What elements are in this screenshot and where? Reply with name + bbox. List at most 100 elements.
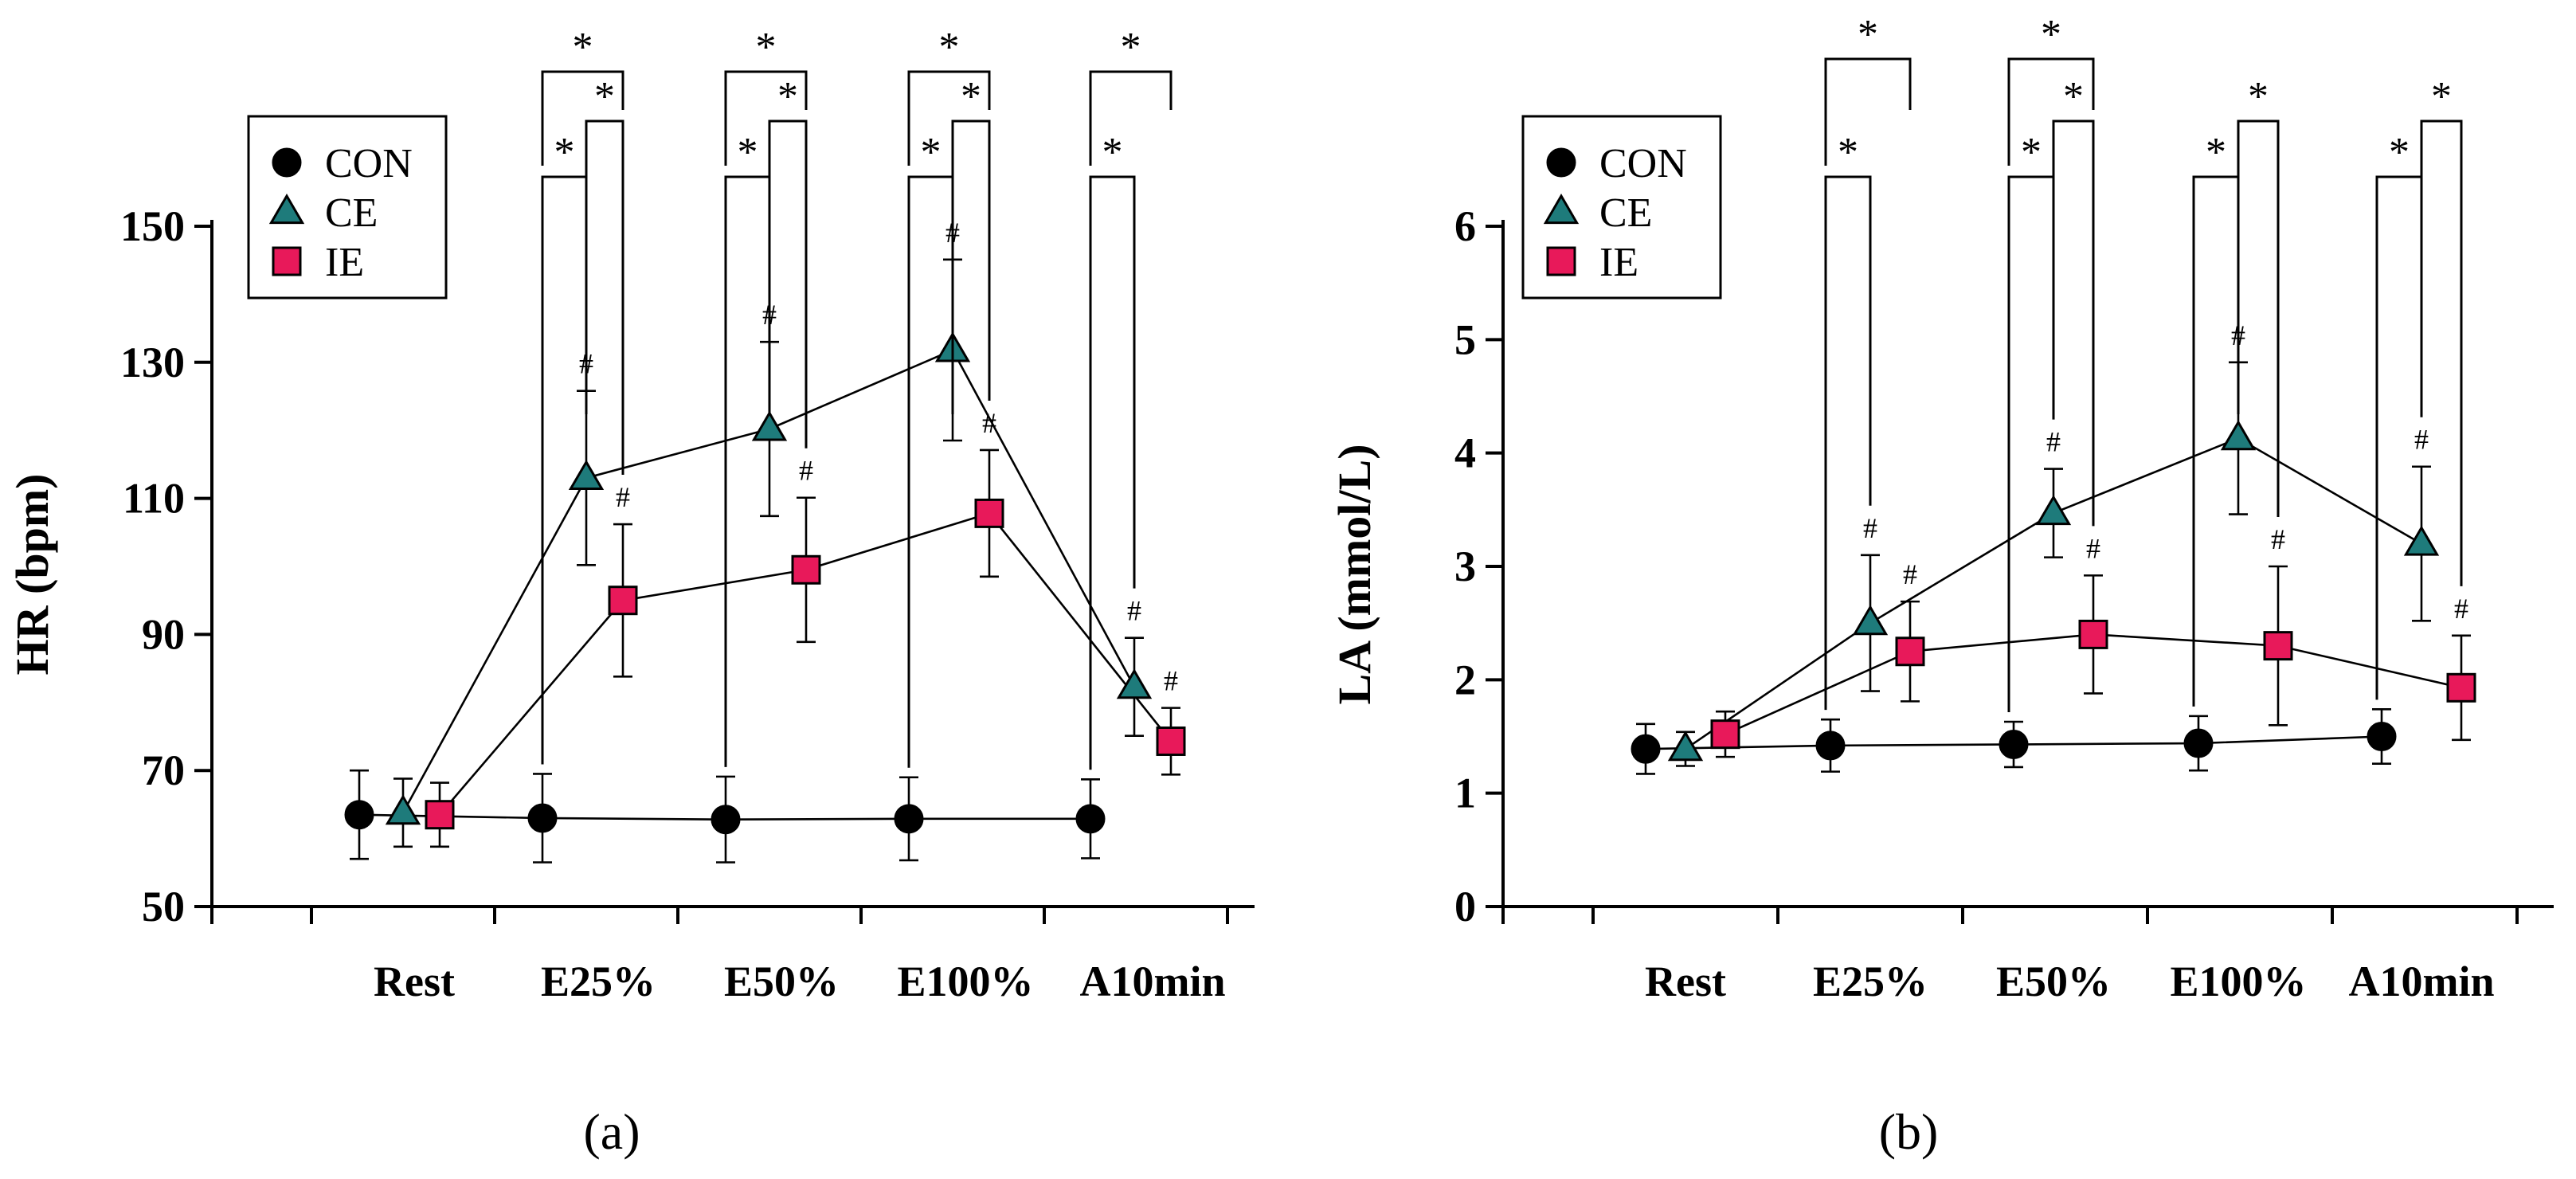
chart-panel-2: 0 1 2 3 4 5 6 Rest E25% E50% E100% A10min LA (mmol/L…: [1329, 12, 2554, 1160]
hash-mark: #: [2414, 424, 2429, 456]
data-point-ie: [2263, 631, 2293, 661]
y-axis-label: HR (bpm): [6, 474, 58, 676]
panel-label: (a): [583, 1103, 640, 1160]
data-point-ie: [1895, 637, 1925, 667]
y-tick-label: 150: [120, 202, 185, 250]
x-tick-label: A10min: [2348, 958, 2494, 1005]
data-point-con: [2367, 722, 2397, 751]
data-point-ce: [751, 410, 788, 441]
data-point-ce: [2035, 495, 2072, 526]
x-tick-label: Rest: [374, 958, 455, 1005]
hash-mark: #: [1903, 558, 1917, 590]
significance-bracket: [2420, 119, 2463, 586]
data-point-con: [344, 800, 374, 830]
x-tick-label: E25%: [1813, 958, 1928, 1005]
y-tick-label: 130: [120, 339, 185, 386]
significance-bracket: [1089, 70, 1173, 166]
x-tick-label: E25%: [541, 958, 656, 1005]
significance-star: *: [756, 25, 777, 70]
significance-bracket: [1824, 175, 1872, 711]
significance-star: *: [777, 74, 798, 119]
x-tick-label: E100%: [897, 958, 1033, 1005]
hash-mark: #: [2086, 532, 2100, 564]
significance-star: *: [738, 130, 758, 175]
x-tick-label: E50%: [1996, 958, 2111, 1005]
significance-bracket: [585, 119, 624, 476]
significance-star: *: [573, 25, 593, 70]
legend-label-con: CON: [325, 141, 413, 186]
significance-star: *: [2063, 74, 2084, 119]
significance-bracket: [907, 70, 991, 166]
data-point-ie: [974, 498, 1004, 528]
data-point-con: [2183, 728, 2214, 758]
y-tick-label: 3: [1454, 542, 1476, 590]
significance-star: *: [1102, 130, 1123, 175]
panel-label: (b): [1879, 1103, 1939, 1160]
significance-star: *: [1838, 130, 1858, 175]
significance-bracket: [724, 70, 808, 166]
hash-mark: #: [2046, 426, 2061, 458]
y-tick-label: 5: [1454, 315, 1476, 363]
significance-star: *: [2431, 74, 2452, 119]
significance-star: *: [1121, 25, 1141, 70]
data-point-ie: [2078, 619, 2108, 649]
significance-star: *: [961, 74, 981, 119]
y-tick-label: 50: [142, 883, 185, 930]
legend-marker-con: [272, 147, 302, 178]
hash-mark: #: [1863, 512, 1877, 544]
data-point-con: [1631, 734, 1661, 764]
significance-star: *: [554, 130, 575, 175]
legend-label-ce: CE: [1599, 190, 1652, 236]
y-tick-label: 4: [1454, 429, 1476, 477]
significance-bracket: [2007, 57, 2095, 166]
significance-star: *: [2389, 130, 2410, 175]
legend-marker-ce: [1543, 193, 1580, 225]
y-tick-label: 90: [142, 610, 185, 658]
legend-marker-ie: [272, 246, 302, 276]
significance-star: *: [2248, 74, 2269, 119]
significance-star: *: [2041, 12, 2061, 57]
hash-mark: #: [2271, 523, 2285, 555]
significance-bracket: [541, 70, 624, 166]
significance-star: *: [921, 130, 942, 175]
x-tick-label: Rest: [1645, 958, 1726, 1005]
hash-mark: #: [799, 455, 813, 487]
significance-bracket: [1089, 175, 1136, 770]
legend-marker-con: [1546, 147, 1576, 178]
significance-star: *: [2206, 130, 2226, 175]
data-point-ie: [791, 554, 821, 585]
significance-bracket: [768, 119, 808, 448]
legend-label-ie: IE: [1599, 240, 1638, 285]
hash-mark: #: [616, 481, 630, 513]
significance-bracket: [2052, 119, 2095, 527]
data-point-ie: [2446, 672, 2476, 703]
data-point-ce: [2220, 420, 2257, 451]
significance-star: *: [2021, 130, 2042, 175]
legend-label-con: CON: [1599, 141, 1687, 186]
y-tick-label: 1: [1454, 770, 1476, 817]
legend-label-ie: IE: [325, 240, 364, 285]
significance-bracket: [541, 175, 588, 765]
legend-label-ce: CE: [325, 190, 378, 236]
x-tick-label: E50%: [724, 958, 839, 1005]
data-point-ce: [568, 459, 605, 491]
hash-mark: #: [982, 407, 996, 439]
significance-bracket: [951, 119, 991, 414]
hash-mark: #: [2454, 593, 2468, 625]
y-axis-label: LA (mmol/L): [1329, 444, 1380, 704]
y-tick-label: 2: [1454, 656, 1476, 703]
hash-mark: #: [1164, 665, 1178, 697]
x-tick-label: E100%: [2170, 958, 2306, 1005]
data-point-con: [894, 804, 924, 834]
data-point-con: [711, 805, 741, 835]
data-point-ce: [1116, 668, 1153, 699]
significance-bracket: [907, 175, 954, 768]
hash-mark: #: [1127, 595, 1141, 627]
legend-marker-ie: [1546, 246, 1576, 276]
data-point-ce: [1852, 605, 1889, 636]
data-point-con: [1815, 731, 1846, 761]
